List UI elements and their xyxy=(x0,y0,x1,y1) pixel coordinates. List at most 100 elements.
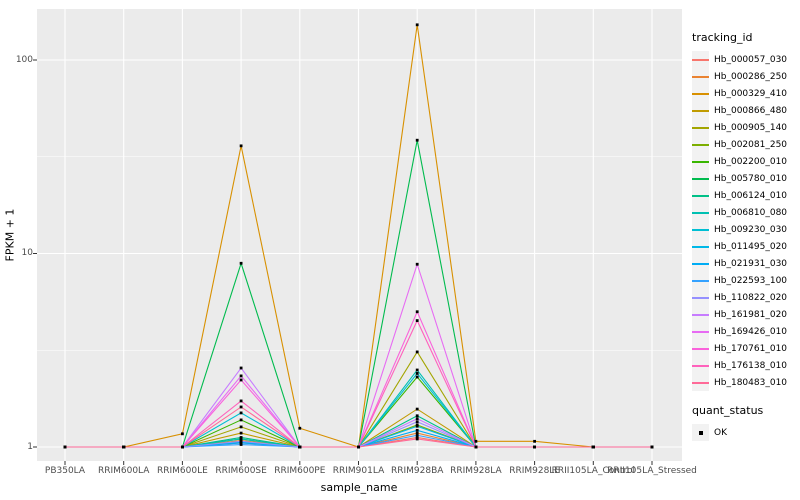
legend-item-label: Hb_169426_010 xyxy=(714,326,788,337)
legend-key xyxy=(692,323,709,340)
data-point xyxy=(533,445,536,449)
data-point xyxy=(239,431,243,435)
data-point xyxy=(239,437,243,441)
data-point xyxy=(474,445,478,449)
legend-title-quant-status: quant_status xyxy=(692,404,764,417)
x-tick-label-RRIM928LE: RRIM928LE xyxy=(509,466,560,476)
legend-line-swatch-icon xyxy=(692,262,709,265)
data-point xyxy=(650,445,654,449)
data-point xyxy=(181,445,184,449)
legend-key xyxy=(692,170,709,187)
legend-key xyxy=(692,238,709,255)
x-tick-label-RRII105LA_Control: RRII105LA_Control xyxy=(551,466,635,476)
legend-line-swatch-icon xyxy=(692,330,709,333)
legend-key xyxy=(692,221,709,238)
legend-item-label: Hb_005780_010 xyxy=(714,173,788,184)
legend-item-Hb_000286_250: Hb_000286_250 xyxy=(692,68,798,85)
legend-line-swatch-icon xyxy=(692,143,709,146)
legend-key xyxy=(692,85,709,102)
legend-item-Hb_000905_140: Hb_000905_140 xyxy=(692,119,798,136)
legend-key xyxy=(692,357,709,374)
x-tick-label-RRIM600LE: RRIM600LE xyxy=(156,466,208,476)
legend-line-swatch-icon xyxy=(692,109,709,112)
legend-item-Hb_006124_010: Hb_006124_010 xyxy=(692,187,798,204)
legend-item-Hb_180483_010: Hb_180483_010 xyxy=(692,374,798,391)
data-point xyxy=(415,310,419,314)
data-point xyxy=(415,368,419,372)
data-point xyxy=(239,439,243,443)
legend-item-label: Hb_022593_100 xyxy=(714,275,788,286)
data-point xyxy=(415,407,419,411)
legend-key xyxy=(692,204,709,221)
data-point xyxy=(415,319,419,323)
legend-item-label: Hb_110822_020 xyxy=(714,292,788,303)
legend-items: Hb_000057_030 Hb_000286_250 Hb_000329_410 H… xyxy=(692,51,798,391)
legend-item-Hb_002200_010: Hb_002200_010 xyxy=(692,153,798,170)
data-point xyxy=(239,443,243,446)
data-point xyxy=(239,425,243,429)
legend-key xyxy=(692,187,709,204)
legend-item-Hb_161981_020: Hb_161981_020 xyxy=(692,306,798,323)
x-tick-label-PB350LA: PB350LA xyxy=(44,466,86,476)
data-point xyxy=(298,426,302,430)
legend-item-label: Hb_000057_030 xyxy=(714,54,788,65)
legend-item-label: Hb_000329_410 xyxy=(714,88,788,99)
data-point xyxy=(63,445,67,449)
data-point xyxy=(239,374,243,378)
data-point xyxy=(415,437,419,441)
legend-key xyxy=(692,119,709,136)
legend-item-Hb_022593_100: Hb_022593_100 xyxy=(692,272,798,289)
legend-item-label: Hb_002200_010 xyxy=(714,156,788,167)
legend-item-Hb_000866_480: Hb_000866_480 xyxy=(692,102,798,119)
data-point xyxy=(591,445,595,449)
legend-line-swatch-icon xyxy=(692,381,709,384)
data-point xyxy=(415,414,419,418)
x-tick-label-RRIM600PE: RRIM600PE xyxy=(274,466,326,476)
x-tick-label-RRIM901LA: RRIM901LA xyxy=(332,466,385,476)
data-point xyxy=(239,411,243,415)
data-point xyxy=(239,378,243,382)
legend-key xyxy=(692,340,709,357)
data-point xyxy=(415,138,419,142)
legend-line-swatch-icon xyxy=(692,364,709,367)
legend-item-label: Hb_021931_030 xyxy=(714,258,788,269)
legend-key xyxy=(692,102,709,119)
legend-item-Hb_000329_410: Hb_000329_410 xyxy=(692,85,798,102)
legend-key xyxy=(692,136,709,153)
data-point xyxy=(415,262,419,266)
legend-key xyxy=(692,306,709,323)
data-point xyxy=(239,441,243,445)
legend-line-swatch-icon xyxy=(692,245,709,248)
legend-line-swatch-icon xyxy=(692,347,709,350)
x-tick-label-RRIM928LA: RRIM928LA xyxy=(450,466,502,476)
data-point xyxy=(415,424,419,428)
legend-item-label: Hb_006124_010 xyxy=(714,190,788,201)
legend-item-Hb_176138_010: Hb_176138_010 xyxy=(692,357,798,374)
data-point xyxy=(415,436,419,439)
ok-point-icon xyxy=(698,430,703,435)
legend-item-label: Hb_170761_010 xyxy=(714,343,788,354)
data-point xyxy=(415,431,419,435)
legend-line-swatch-icon xyxy=(692,296,709,299)
legend: tracking_id Hb_000057_030 Hb_000286_250 Hb… xyxy=(692,31,798,441)
data-point xyxy=(415,375,419,379)
legend-key xyxy=(692,68,709,85)
legend-item-Hb_006810_080: Hb_006810_080 xyxy=(692,204,798,221)
legend-line-swatch-icon xyxy=(692,160,709,163)
x-tick-label-RRII105LA_Stressed: RRII105LA_Stressed xyxy=(607,466,697,476)
data-point xyxy=(239,436,243,439)
data-point xyxy=(415,428,419,432)
data-point xyxy=(239,261,243,265)
legend-item-label: Hb_180483_010 xyxy=(714,377,788,388)
legend-item-Hb_110822_020: Hb_110822_020 xyxy=(692,289,798,306)
legend-item-label: Hb_002081_250 xyxy=(714,139,788,150)
y-tick-label-100: 100 xyxy=(15,54,33,65)
legend-item-Hb_005780_010: Hb_005780_010 xyxy=(692,170,798,187)
legend-key xyxy=(692,255,709,272)
legend-line-swatch-icon xyxy=(692,279,709,282)
legend-item-label: Hb_161981_020 xyxy=(714,309,788,320)
legend-key xyxy=(692,272,709,289)
y-axis-title: FPKM + 1 xyxy=(3,208,17,262)
legend-key xyxy=(692,153,709,170)
